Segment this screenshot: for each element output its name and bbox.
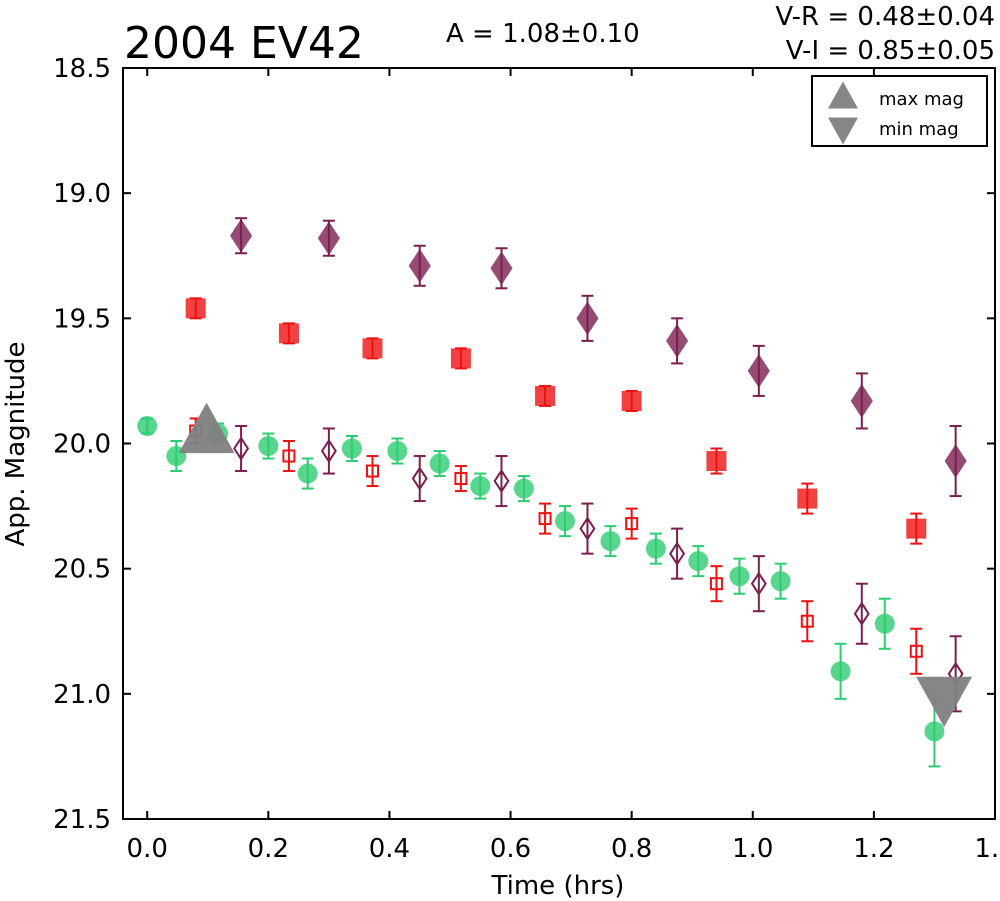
data-point xyxy=(666,323,689,358)
data-point xyxy=(320,438,337,464)
color-vr-annotation: V-R = 0.48±0.04 xyxy=(775,2,995,32)
data-point xyxy=(454,472,468,486)
data-point xyxy=(797,488,818,509)
data-point xyxy=(317,221,340,256)
data-point xyxy=(850,384,873,418)
data-point xyxy=(874,613,895,634)
y-tick-label: 20.0 xyxy=(53,430,111,460)
y-tick-label: 20.5 xyxy=(53,555,111,585)
data-point xyxy=(750,571,767,596)
series-5 xyxy=(178,402,235,454)
data-point xyxy=(853,601,870,626)
data-point xyxy=(178,402,235,454)
y-axis-label: App. Magnitude xyxy=(1,341,31,546)
legend: max mag min mag xyxy=(811,75,988,147)
series-0 xyxy=(137,415,945,768)
data-point xyxy=(621,390,642,411)
data-point xyxy=(513,478,534,499)
x-tick-label: 1.4 xyxy=(974,834,1000,864)
color-vi-annotation: V-I = 0.85±0.05 xyxy=(786,36,995,66)
y-tick-label: 18.5 xyxy=(53,54,111,84)
y-tick-label: 19.5 xyxy=(53,304,111,334)
data-point xyxy=(944,444,967,478)
data-point xyxy=(709,577,723,591)
data-point xyxy=(450,348,471,369)
x-axis-label: Time (hrs) xyxy=(491,871,625,901)
data-point xyxy=(555,511,576,532)
data-point xyxy=(830,661,851,682)
data-point xyxy=(429,453,450,474)
data-point xyxy=(770,571,791,592)
data-point xyxy=(916,676,973,728)
legend-label: max mag xyxy=(879,89,964,110)
data-point xyxy=(490,251,513,286)
data-point xyxy=(669,541,686,566)
amplitude-annotation: A = 1.08±0.10 xyxy=(446,19,640,49)
data-point xyxy=(362,338,383,359)
data-point xyxy=(625,517,639,531)
x-tick-label: 1.0 xyxy=(732,834,773,864)
data-point xyxy=(729,566,750,587)
x-tick-label: 0.8 xyxy=(611,834,652,864)
data-point xyxy=(297,463,318,484)
y-tick-label: 21.0 xyxy=(53,680,111,710)
x-tick-label: 1.2 xyxy=(853,834,894,864)
data-point xyxy=(493,468,510,494)
x-tick-label: 0.0 xyxy=(127,834,168,864)
data-point xyxy=(408,248,431,283)
data-point xyxy=(800,614,814,628)
data-point xyxy=(906,518,927,539)
series-1 xyxy=(185,297,927,545)
data-point xyxy=(185,298,206,319)
data-point xyxy=(576,301,599,336)
data-point xyxy=(282,449,296,463)
data-point xyxy=(387,441,408,462)
data-point xyxy=(909,644,923,658)
data-point xyxy=(706,451,727,472)
chart-title: 2004 EV42 xyxy=(124,18,364,69)
y-tick-label: 21.5 xyxy=(53,805,111,835)
plot-frame xyxy=(122,67,996,820)
data-point xyxy=(341,438,362,459)
data-point xyxy=(411,466,428,491)
x-tick-label: 0.4 xyxy=(369,834,410,864)
series-2 xyxy=(230,217,967,498)
data-point xyxy=(645,538,666,559)
data-point xyxy=(538,512,552,526)
legend-label: min mag xyxy=(879,119,959,140)
legend-marker xyxy=(828,117,858,145)
x-tick-label: 0.6 xyxy=(490,834,531,864)
x-tick-label: 0.2 xyxy=(248,834,289,864)
series-6 xyxy=(916,676,973,728)
series-3 xyxy=(189,417,923,675)
data-point xyxy=(365,464,379,478)
series-4 xyxy=(233,424,964,713)
legend-marker xyxy=(828,81,858,109)
data-point xyxy=(600,531,621,552)
y-tick-label: 19.0 xyxy=(53,179,111,209)
data-point xyxy=(747,354,770,388)
data-point xyxy=(137,415,158,436)
data-point xyxy=(924,721,945,742)
data-point xyxy=(688,551,709,572)
data-point xyxy=(535,385,556,406)
data-point xyxy=(470,476,491,497)
data-point xyxy=(258,436,279,457)
data-point xyxy=(233,436,250,461)
data-point xyxy=(579,516,596,541)
data-point xyxy=(278,323,299,344)
data-point xyxy=(230,218,253,253)
